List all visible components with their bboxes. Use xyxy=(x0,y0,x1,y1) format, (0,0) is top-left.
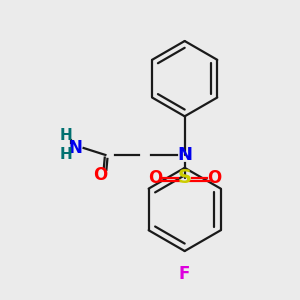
Text: N: N xyxy=(177,146,192,164)
Text: H: H xyxy=(59,148,72,163)
Text: N: N xyxy=(69,139,82,157)
Text: F: F xyxy=(179,265,190,283)
Text: O: O xyxy=(93,166,108,184)
Text: S: S xyxy=(178,168,192,187)
Text: O: O xyxy=(207,169,221,187)
Text: H: H xyxy=(59,128,72,142)
Text: O: O xyxy=(148,169,162,187)
